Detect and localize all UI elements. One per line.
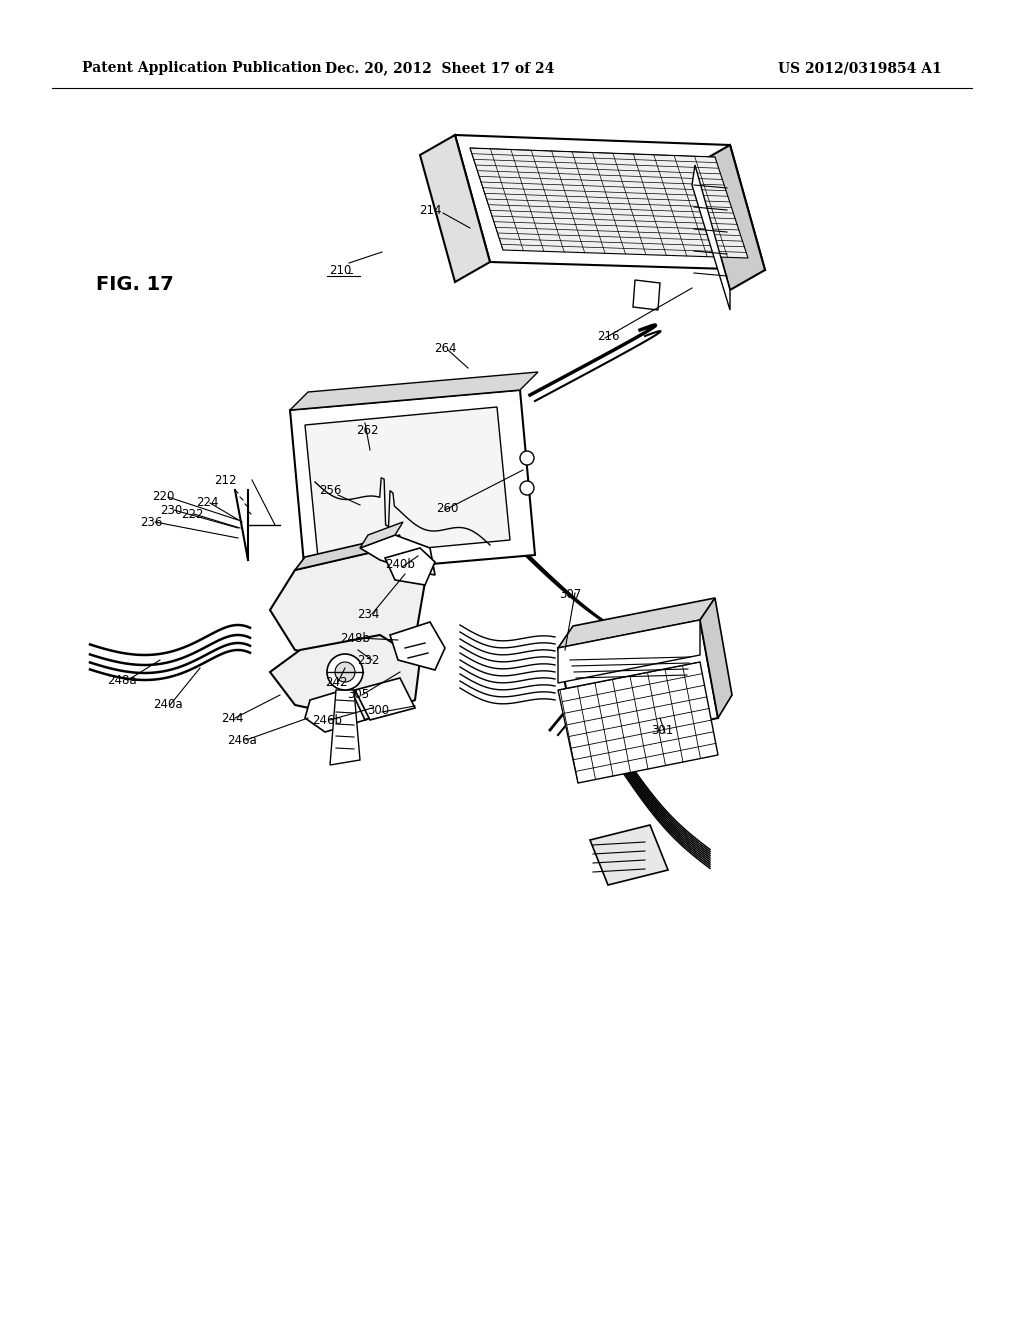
Polygon shape [420, 135, 490, 282]
Polygon shape [558, 663, 718, 783]
Circle shape [327, 653, 362, 690]
Text: 210: 210 [329, 264, 351, 276]
Text: 301: 301 [651, 723, 673, 737]
Text: 216: 216 [597, 330, 620, 343]
Text: 240b: 240b [385, 558, 415, 572]
Text: 246b: 246b [312, 714, 342, 726]
Polygon shape [558, 620, 718, 748]
Polygon shape [330, 690, 360, 766]
Text: 230: 230 [160, 503, 182, 516]
Text: 305: 305 [347, 689, 369, 701]
Polygon shape [470, 148, 748, 257]
Polygon shape [360, 535, 435, 576]
Polygon shape [290, 372, 538, 411]
Text: 234: 234 [356, 607, 379, 620]
Text: 264: 264 [434, 342, 457, 355]
Text: 242: 242 [325, 676, 347, 689]
Text: 220: 220 [152, 491, 174, 503]
Text: _: _ [346, 261, 352, 275]
Text: 214: 214 [419, 203, 441, 216]
Text: US 2012/0319854 A1: US 2012/0319854 A1 [778, 61, 942, 75]
Text: 307: 307 [559, 589, 582, 602]
Polygon shape [692, 165, 730, 310]
Polygon shape [355, 678, 415, 719]
Polygon shape [633, 280, 660, 310]
Polygon shape [295, 535, 400, 570]
Text: 260: 260 [436, 502, 458, 515]
Polygon shape [558, 620, 700, 682]
Circle shape [520, 480, 534, 495]
Circle shape [520, 451, 534, 465]
Polygon shape [390, 622, 445, 671]
Circle shape [335, 663, 355, 682]
Text: 224: 224 [196, 496, 218, 510]
Text: 244: 244 [221, 711, 244, 725]
Text: Patent Application Publication: Patent Application Publication [82, 61, 322, 75]
Text: 246a: 246a [227, 734, 257, 747]
Polygon shape [305, 688, 365, 733]
Polygon shape [558, 598, 715, 648]
Text: 240a: 240a [154, 698, 183, 711]
Polygon shape [305, 407, 510, 558]
Polygon shape [360, 521, 403, 548]
Polygon shape [270, 635, 420, 719]
Text: 300: 300 [367, 704, 389, 717]
Text: 262: 262 [355, 424, 378, 437]
Polygon shape [290, 389, 535, 576]
Text: Dec. 20, 2012  Sheet 17 of 24: Dec. 20, 2012 Sheet 17 of 24 [326, 61, 555, 75]
Polygon shape [385, 548, 435, 585]
Polygon shape [700, 598, 732, 718]
Text: 222: 222 [181, 507, 203, 520]
Polygon shape [455, 135, 765, 271]
Text: 256: 256 [318, 483, 341, 496]
Polygon shape [590, 825, 668, 884]
Text: 248a: 248a [108, 673, 137, 686]
Polygon shape [695, 145, 765, 290]
Text: 248b: 248b [340, 631, 370, 644]
Text: 236: 236 [140, 516, 162, 528]
Text: 212: 212 [214, 474, 237, 487]
Polygon shape [270, 548, 425, 665]
Text: FIG. 17: FIG. 17 [96, 276, 174, 294]
Text: 232: 232 [356, 653, 379, 667]
